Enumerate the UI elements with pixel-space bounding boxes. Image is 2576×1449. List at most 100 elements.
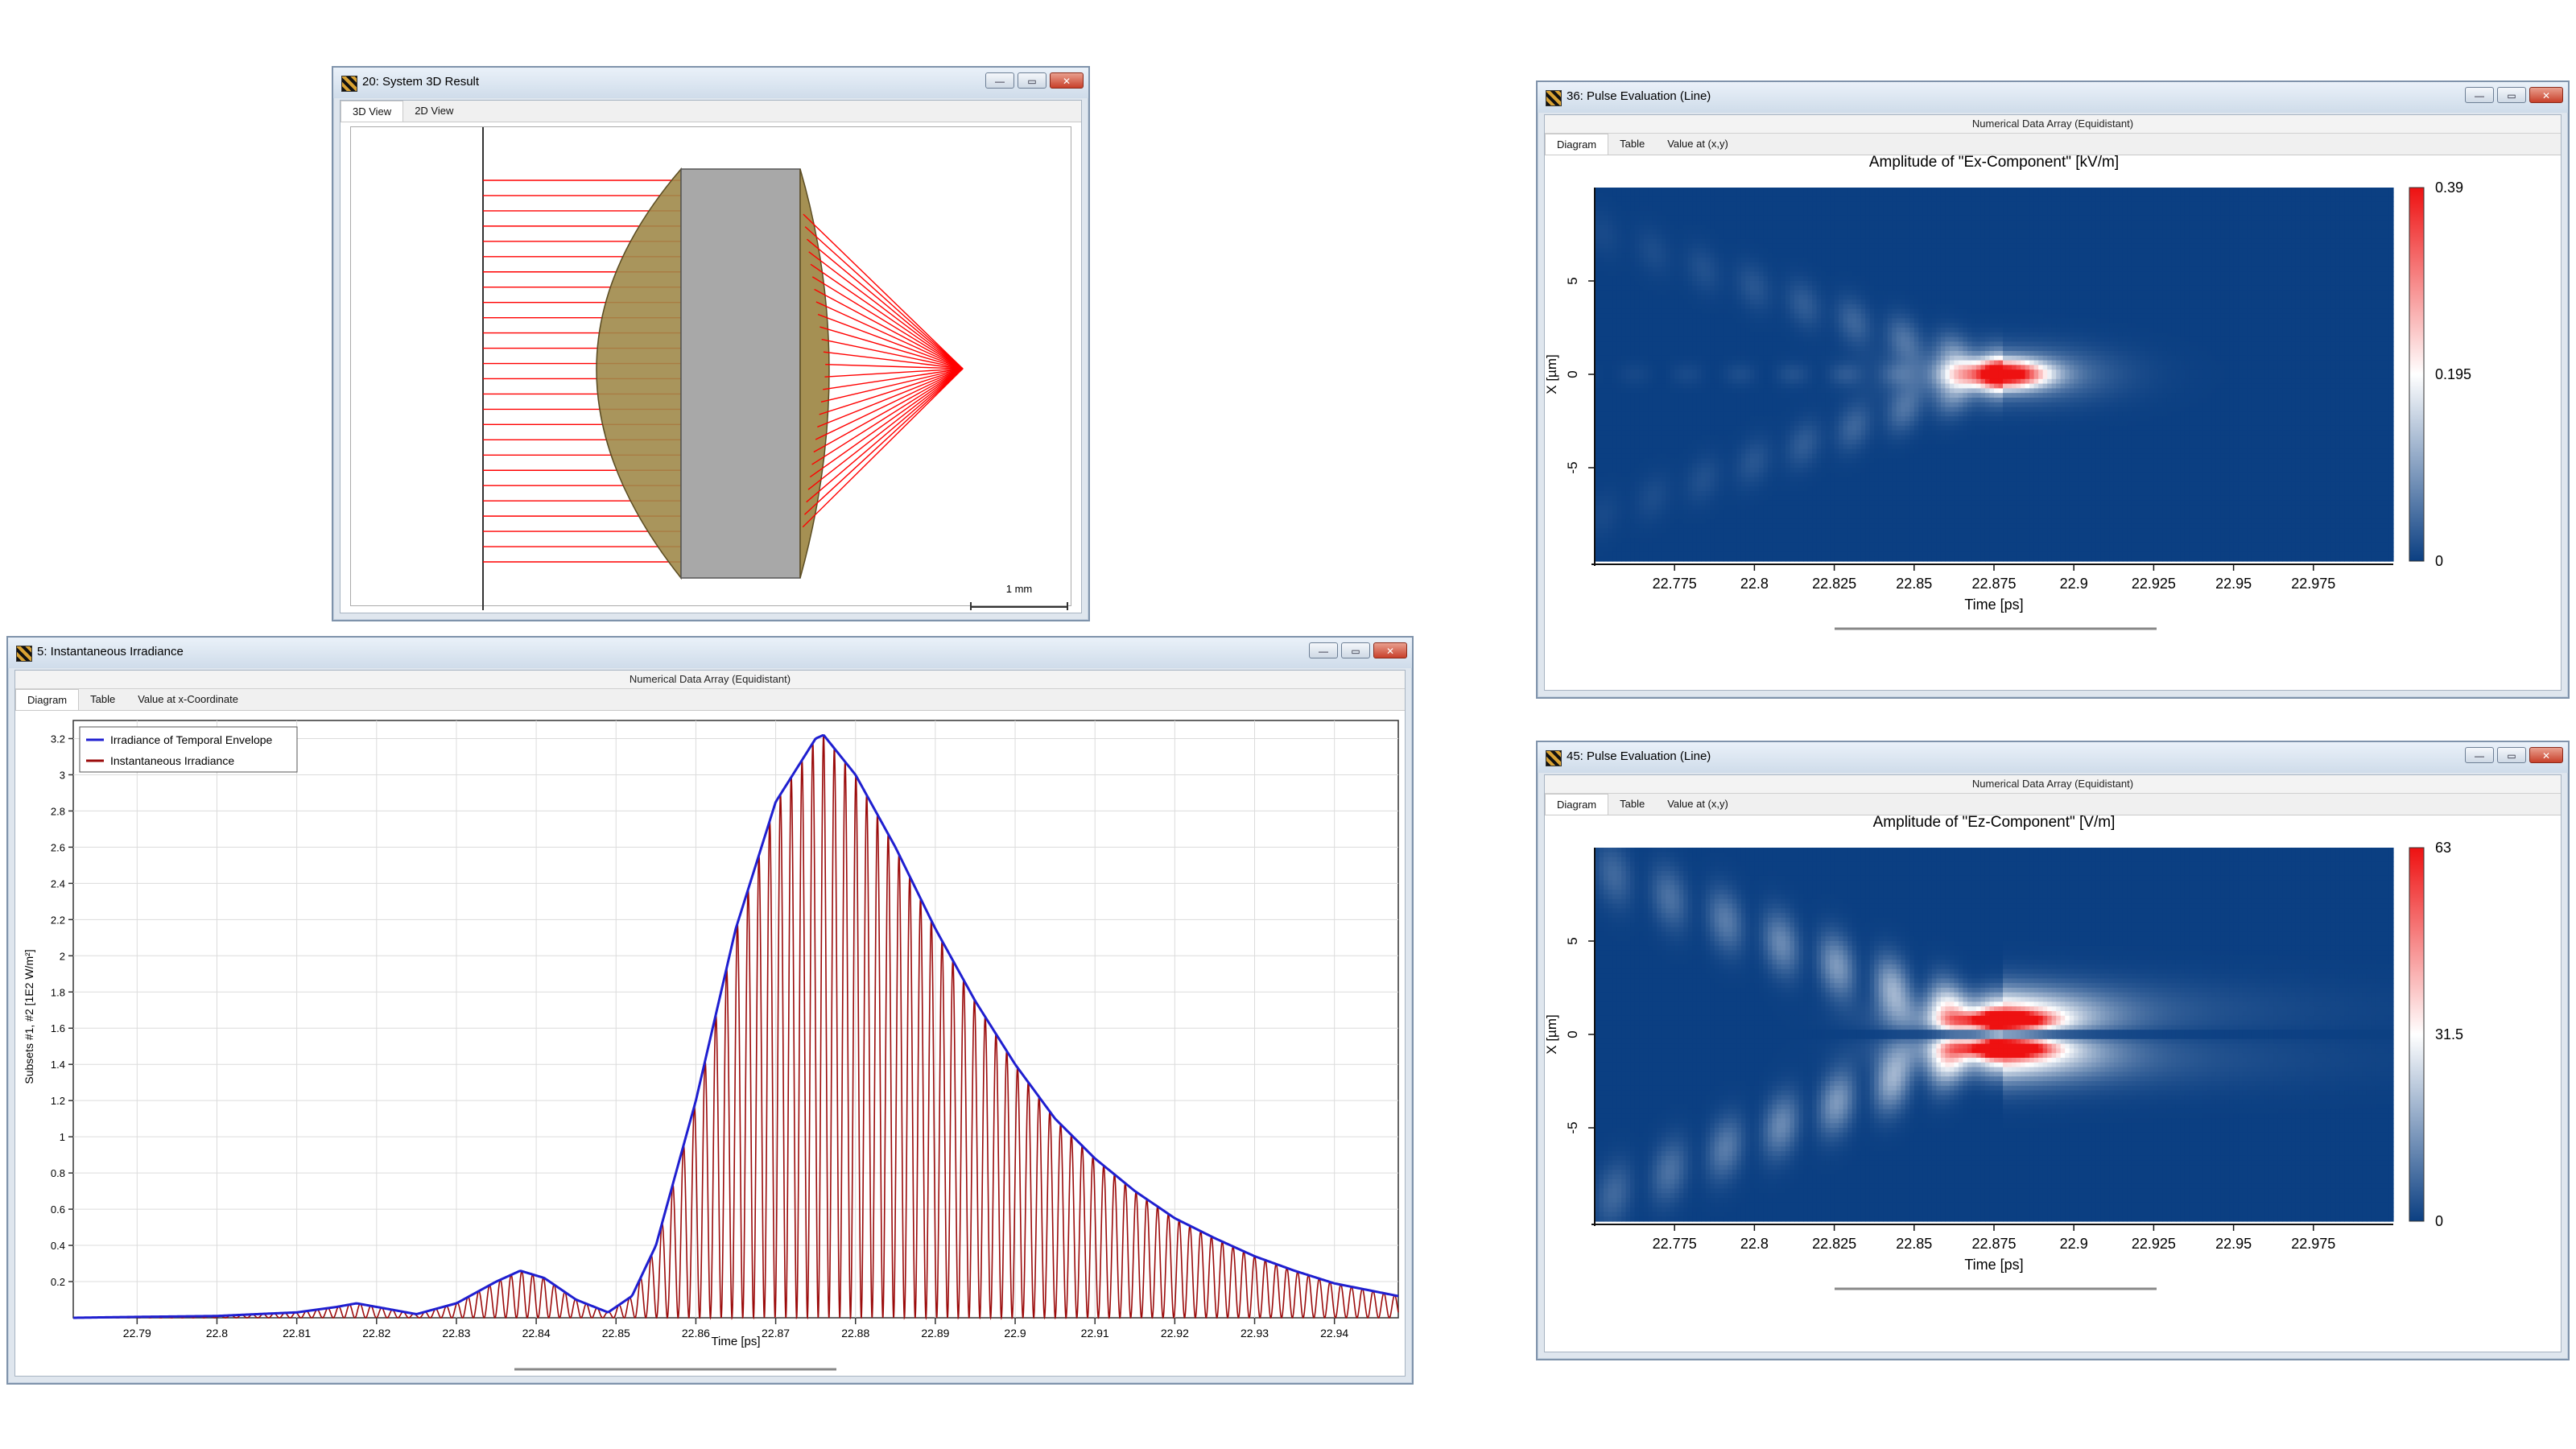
diagram-panel[interactable]: Amplitude of "Ex-Component" [kV/m] 22.775… xyxy=(1544,154,2561,690)
heatmap-cell xyxy=(2100,192,2106,198)
heatmap-cell xyxy=(1807,285,1813,291)
minimize-button[interactable]: — xyxy=(1309,642,1338,658)
heatmap-cell xyxy=(2318,225,2323,230)
heatmap-cell xyxy=(1781,234,1786,240)
heatmap-cell xyxy=(1772,304,1777,310)
tab-value-at-x[interactable]: Value at x-Coordinate xyxy=(126,689,250,710)
legend-instantaneous: Instantaneous Irradiance xyxy=(110,754,234,767)
heatmap-cell xyxy=(1701,304,1707,310)
heatmap-cell xyxy=(1975,304,1982,310)
heatmap-cell xyxy=(2140,192,2145,198)
y-tick-label: 2.6 xyxy=(51,841,65,853)
tab-table[interactable]: Table xyxy=(79,689,126,710)
heatmap-cell xyxy=(1905,266,1910,272)
heatmap-cell xyxy=(2309,238,2314,245)
heatmap-cell xyxy=(2012,229,2017,235)
heatmap-cell xyxy=(1790,211,1795,217)
heatmap-cell xyxy=(1776,248,1782,254)
heatmap-cell xyxy=(1825,258,1831,263)
heatmap-cell xyxy=(2330,234,2336,240)
restore-button[interactable]: ▭ xyxy=(1341,642,1370,658)
heatmap-cell xyxy=(1763,238,1769,245)
close-button[interactable]: ✕ xyxy=(1050,72,1084,89)
heatmap-cell xyxy=(1710,276,1715,282)
title-bar[interactable]: 36: Pulse Evaluation (Line) — ▭ ✕ xyxy=(1538,82,2568,113)
heatmap-cell xyxy=(1754,243,1760,249)
minimize-button[interactable]: — xyxy=(985,72,1014,89)
heatmap-cell xyxy=(2131,266,2136,272)
3d-view-panel[interactable]: 1 mm xyxy=(350,126,1071,610)
heatmap-cell xyxy=(1905,290,1910,295)
tab-table[interactable]: Table xyxy=(1608,134,1656,155)
y-tick-label: 0.8 xyxy=(51,1167,65,1179)
heatmap-cell xyxy=(1852,225,1857,230)
heatmap-cell xyxy=(2247,248,2252,254)
heatmap-cell xyxy=(2122,266,2128,272)
heatmap-cell xyxy=(1781,258,1786,263)
tab-3d-view[interactable]: 3D View xyxy=(341,101,404,122)
heatmap-cell xyxy=(2007,262,2013,268)
heatmap-cell xyxy=(1701,276,1707,282)
close-button[interactable]: ✕ xyxy=(1373,642,1407,658)
heatmap-cell xyxy=(2100,201,2106,207)
title-bar[interactable]: 5: Instantaneous Irradiance — ▭ ✕ xyxy=(8,638,1412,668)
heatmap-cell xyxy=(2033,248,2039,254)
heatmap-cell xyxy=(2109,290,2115,295)
heatmap-cell xyxy=(2339,248,2345,254)
heatmap-cell xyxy=(1984,258,1991,263)
heatmap-cell xyxy=(2038,234,2044,240)
heatmap-cell xyxy=(2291,192,2297,198)
heatmap-cell xyxy=(1785,229,1791,235)
heatmap-cell xyxy=(2042,206,2048,212)
tab-value-at-xy[interactable]: Value at (x,y) xyxy=(1656,134,1740,155)
heatmap-cell xyxy=(2282,206,2288,212)
heatmap-cell xyxy=(2264,188,2270,193)
restore-button[interactable]: ▭ xyxy=(2497,87,2526,103)
close-button[interactable]: ✕ xyxy=(2529,87,2563,103)
heatmap-cell xyxy=(1931,295,1937,300)
title-bar[interactable]: 20: System 3D Result — ▭ ✕ xyxy=(333,68,1088,98)
heatmap-cell xyxy=(1994,201,2000,207)
heatmap-cell xyxy=(2131,188,2136,193)
heatmap-cell xyxy=(2207,211,2212,217)
heatmap-cell xyxy=(1980,238,1986,245)
heatmap-cell xyxy=(1634,243,1640,249)
tab-diagram[interactable]: Diagram xyxy=(1545,134,1609,155)
heatmap-cell xyxy=(1714,201,1719,207)
heatmap-cell xyxy=(1869,220,1875,225)
heatmap-cell xyxy=(2056,234,2062,240)
heatmap-cell xyxy=(2344,234,2350,240)
heatmap-cell xyxy=(1736,215,1742,221)
heatmap-cell xyxy=(2083,285,2088,291)
tab-2d-view[interactable]: 2D View xyxy=(403,101,464,122)
heatmap-cell xyxy=(1728,201,1733,207)
tab-diagram[interactable]: Diagram xyxy=(15,689,80,710)
heatmap-cell xyxy=(2025,211,2030,217)
heatmap-cell xyxy=(1945,188,1951,193)
heatmap-cell xyxy=(1936,285,1942,291)
heatmap-cell xyxy=(2113,304,2119,310)
heatmap-cell xyxy=(2322,211,2327,217)
heatmap-cell xyxy=(2021,290,2026,295)
minimize-button[interactable]: — xyxy=(2465,87,2494,103)
heatmap-cell xyxy=(1701,196,1707,202)
heatmap-cell xyxy=(1874,276,1880,282)
heatmap-cell xyxy=(1710,220,1715,225)
heatmap-cell xyxy=(2295,225,2301,230)
diagram-panel[interactable]: 22.79 22.8 22.81 22.82 22.83 22.84 22.85 22.86 2… xyxy=(15,711,1405,1376)
heatmap-cell xyxy=(1954,211,1959,217)
heatmap-cell xyxy=(1657,276,1662,282)
restore-button[interactable]: ▭ xyxy=(1018,72,1046,89)
heatmap-cell xyxy=(2016,238,2021,245)
heatmap-cell xyxy=(1758,206,1765,212)
heatmap-cell xyxy=(1652,234,1657,240)
heatmap-cell xyxy=(2242,225,2248,230)
heatmap-cell xyxy=(2375,234,2381,240)
heatmap-cell xyxy=(2286,253,2292,258)
heatmap-cell xyxy=(1927,243,1933,249)
heatmap-cell xyxy=(2149,225,2154,230)
heatmap-cell xyxy=(1692,215,1698,221)
heatmap-cell xyxy=(1595,225,1600,230)
heatmap-cell xyxy=(2175,211,2182,217)
heatmap-cell xyxy=(2038,220,2044,225)
